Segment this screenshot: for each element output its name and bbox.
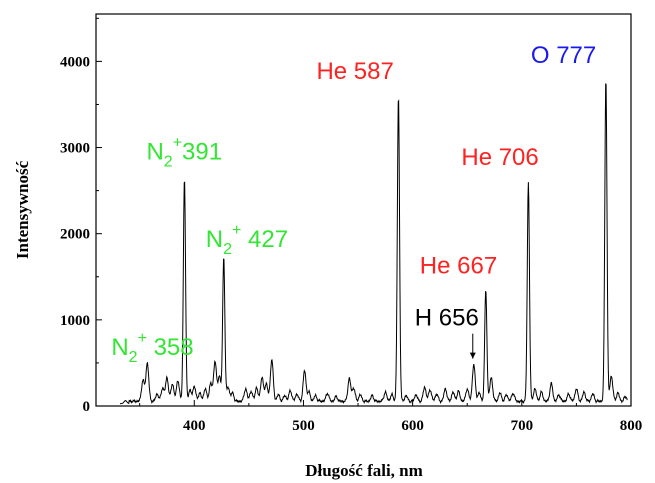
annotation-arrowhead xyxy=(469,352,476,359)
annotation-label: H 656 xyxy=(415,305,479,332)
annotation-he-667: He 667 xyxy=(420,253,497,280)
annotations: N2+391 N2+ 427 N2+ 358 He 587 He 706 He 667 H … xyxy=(111,42,596,366)
annotation-n2-391: N2+391 xyxy=(146,135,222,171)
annotation-superscript: + xyxy=(138,330,147,347)
annotation-label: N2+391 xyxy=(146,135,222,171)
x-tick-label: 600 xyxy=(401,418,424,434)
annotation-superscript: + xyxy=(173,135,182,152)
series-line xyxy=(120,83,628,405)
y-tick-label: 0 xyxy=(83,399,91,415)
annotation-label: He 667 xyxy=(420,253,497,280)
annotation-label: N2+ 358 xyxy=(111,330,193,366)
annotation-wavelength: 427 xyxy=(241,226,288,253)
annotation-he-587: He 587 xyxy=(316,58,393,85)
annotation-label: N2+ 427 xyxy=(206,222,288,258)
annotation-label: He 706 xyxy=(461,144,538,171)
annotation-o-777: O 777 xyxy=(531,42,596,69)
annotation-wavelength: 358 xyxy=(147,334,194,361)
x-tick-label: 500 xyxy=(292,418,315,434)
y-tick-label: 4000 xyxy=(60,54,90,70)
annotation-h-656: H 656 xyxy=(415,305,479,359)
x-tick-label: 700 xyxy=(511,418,534,434)
x-tick-label: 800 xyxy=(620,418,643,434)
annotation-superscript: + xyxy=(232,222,241,239)
annotation-subscript: 2 xyxy=(164,154,173,171)
y-axis-label: Intensywność xyxy=(13,160,32,259)
y-tick-label: 1000 xyxy=(60,313,90,329)
plot-frame xyxy=(95,13,632,407)
y-tick-label: 3000 xyxy=(60,141,90,157)
tick-labels: 400 500 600 700 800 0 1000 2000 3000 4000 xyxy=(60,54,642,434)
annotation-subscript: 2 xyxy=(223,241,232,258)
x-tick-label: 400 xyxy=(183,418,206,434)
x-axis-label: Długość fali, nm xyxy=(305,461,423,480)
annotation-label: O 777 xyxy=(531,42,596,69)
annotation-n2-358: N2+ 358 xyxy=(111,330,193,366)
annotation-wavelength: 391 xyxy=(182,139,222,166)
annotation-n2-427: N2+ 427 xyxy=(206,222,288,258)
y-tick-label: 2000 xyxy=(60,227,90,243)
annotation-he-706: He 706 xyxy=(461,144,538,171)
annotation-label: He 587 xyxy=(316,58,393,85)
annotation-subscript: 2 xyxy=(129,349,138,366)
